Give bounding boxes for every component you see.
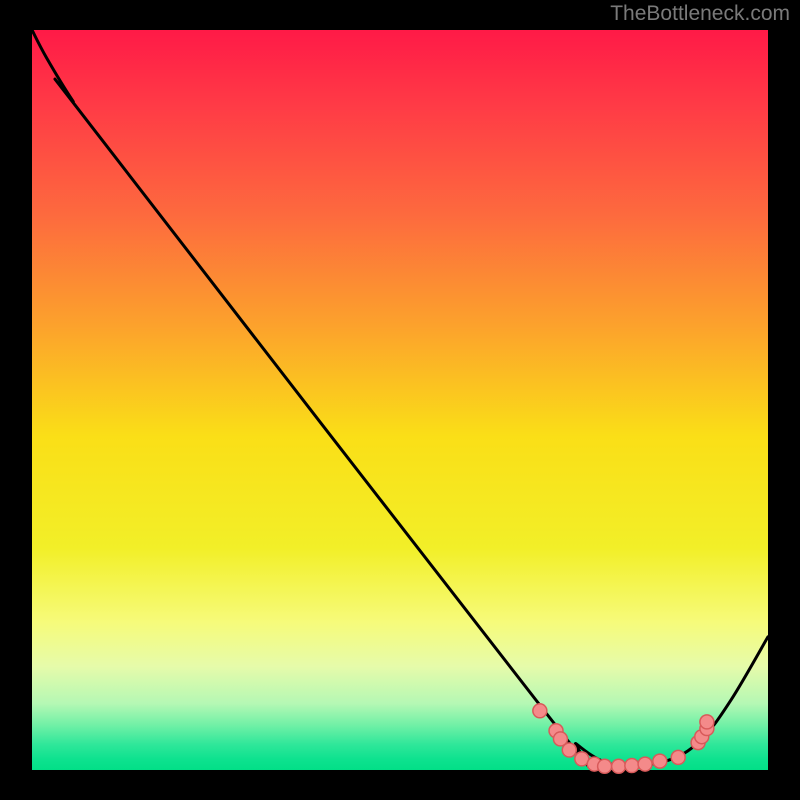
curve-marker xyxy=(533,704,547,718)
curve-marker xyxy=(671,750,685,764)
watermark-text: TheBottleneck.com xyxy=(610,2,790,26)
curve-marker xyxy=(562,743,576,757)
chart-svg xyxy=(0,0,800,800)
curve-marker xyxy=(598,759,612,773)
plot-background xyxy=(32,30,768,770)
curve-marker xyxy=(700,715,714,729)
curve-marker xyxy=(612,759,626,773)
curve-marker xyxy=(653,754,667,768)
chart-container: { "watermark": "TheBottleneck.com", "cha… xyxy=(0,0,800,800)
curve-marker xyxy=(625,759,639,773)
curve-marker xyxy=(638,757,652,771)
